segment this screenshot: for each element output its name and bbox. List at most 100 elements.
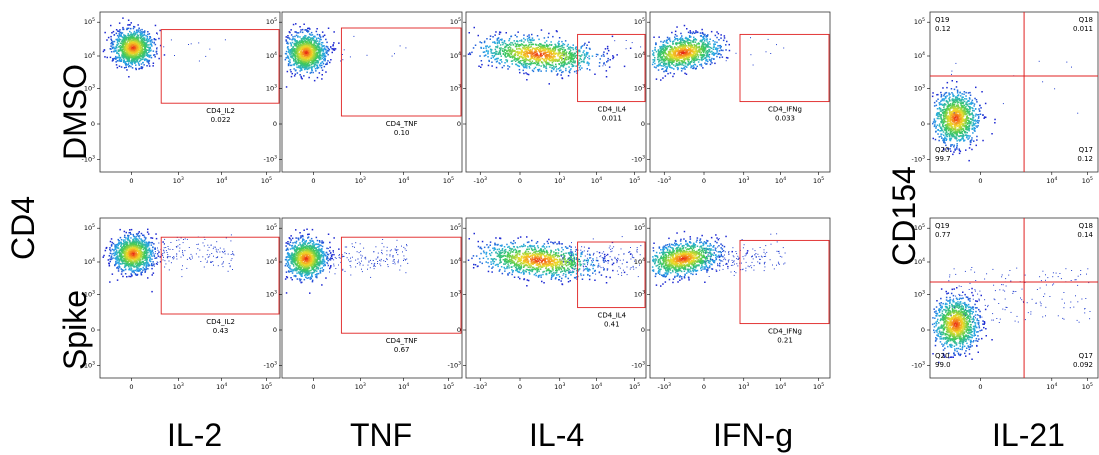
event-point bbox=[752, 64, 754, 66]
event-point bbox=[967, 112, 970, 114]
event-point bbox=[950, 144, 952, 146]
event-point bbox=[327, 27, 330, 29]
event-point bbox=[522, 46, 524, 49]
event-point bbox=[144, 30, 146, 32]
event-point bbox=[539, 43, 542, 46]
event-point bbox=[499, 49, 502, 51]
event-point bbox=[669, 59, 672, 61]
event-point bbox=[505, 56, 507, 58]
event-point bbox=[140, 41, 142, 43]
event-point bbox=[501, 49, 504, 52]
event-point bbox=[316, 43, 319, 45]
event-point bbox=[502, 53, 505, 55]
event-point bbox=[527, 45, 529, 48]
event-point bbox=[104, 31, 106, 34]
event-point bbox=[471, 51, 473, 54]
event-point bbox=[155, 38, 157, 41]
event-point bbox=[110, 42, 112, 45]
tick-label: 0 bbox=[129, 177, 133, 185]
event-point bbox=[677, 52, 679, 54]
event-point bbox=[318, 64, 321, 66]
event-point bbox=[122, 46, 124, 48]
event-point bbox=[487, 64, 490, 67]
event-point bbox=[304, 68, 307, 70]
event-point bbox=[692, 67, 695, 70]
event-point bbox=[110, 48, 112, 50]
event-point bbox=[946, 81, 949, 84]
event-point bbox=[473, 26, 475, 29]
event-point bbox=[555, 59, 557, 61]
event-point bbox=[332, 44, 334, 46]
event-point bbox=[120, 66, 123, 68]
event-point bbox=[291, 41, 294, 44]
event-point bbox=[673, 50, 676, 52]
event-point bbox=[956, 111, 958, 113]
event-point bbox=[138, 40, 140, 43]
event-point bbox=[127, 58, 129, 60]
event-point bbox=[298, 53, 300, 56]
event-point bbox=[675, 62, 678, 65]
event-point bbox=[310, 71, 312, 74]
event-point bbox=[563, 58, 564, 59]
event-point bbox=[308, 27, 310, 29]
event-point bbox=[574, 52, 576, 55]
event-point bbox=[660, 59, 662, 61]
event-point bbox=[669, 40, 672, 43]
event-point bbox=[341, 54, 343, 55]
event-point bbox=[697, 42, 700, 44]
event-point bbox=[570, 58, 572, 61]
event-point bbox=[296, 55, 299, 57]
event-point bbox=[531, 55, 533, 57]
event-point bbox=[130, 65, 132, 68]
event-point bbox=[951, 122, 953, 125]
event-point bbox=[695, 48, 698, 50]
event-point bbox=[130, 61, 132, 64]
event-point bbox=[310, 40, 313, 43]
event-point bbox=[131, 41, 133, 43]
event-point bbox=[720, 37, 722, 39]
event-point bbox=[671, 61, 674, 64]
event-point bbox=[331, 48, 333, 50]
event-point bbox=[317, 57, 319, 59]
event-point bbox=[567, 43, 569, 46]
event-point bbox=[121, 52, 124, 54]
event-point bbox=[693, 56, 696, 58]
event-point bbox=[703, 45, 705, 48]
event-point bbox=[682, 50, 685, 52]
event-point bbox=[293, 55, 295, 57]
event-point bbox=[700, 47, 703, 49]
event-point bbox=[564, 40, 567, 42]
event-point bbox=[685, 58, 687, 60]
event-point bbox=[580, 47, 582, 49]
event-point bbox=[693, 36, 695, 39]
event-point bbox=[129, 54, 132, 56]
event-point bbox=[112, 40, 114, 43]
event-point bbox=[150, 39, 152, 42]
event-point bbox=[528, 51, 531, 53]
event-point bbox=[541, 44, 543, 46]
event-point bbox=[326, 41, 328, 44]
event-point bbox=[303, 37, 305, 39]
event-point bbox=[696, 58, 698, 60]
event-point bbox=[717, 32, 720, 35]
tick-label: 103 bbox=[634, 84, 645, 93]
event-point bbox=[935, 125, 937, 128]
event-point bbox=[301, 78, 303, 80]
event-point bbox=[302, 39, 304, 42]
event-point bbox=[110, 38, 112, 40]
event-point bbox=[956, 117, 958, 119]
event-point bbox=[662, 58, 664, 60]
event-point bbox=[714, 48, 717, 50]
event-point bbox=[320, 58, 322, 60]
event-point bbox=[306, 63, 308, 66]
event-point bbox=[551, 47, 554, 50]
event-point bbox=[141, 34, 144, 36]
event-point bbox=[552, 55, 554, 58]
event-point bbox=[321, 78, 323, 80]
event-point bbox=[317, 60, 319, 63]
event-point bbox=[526, 48, 529, 50]
event-point bbox=[114, 50, 116, 52]
event-point bbox=[548, 54, 550, 57]
event-point bbox=[123, 56, 125, 58]
event-point bbox=[717, 53, 719, 55]
